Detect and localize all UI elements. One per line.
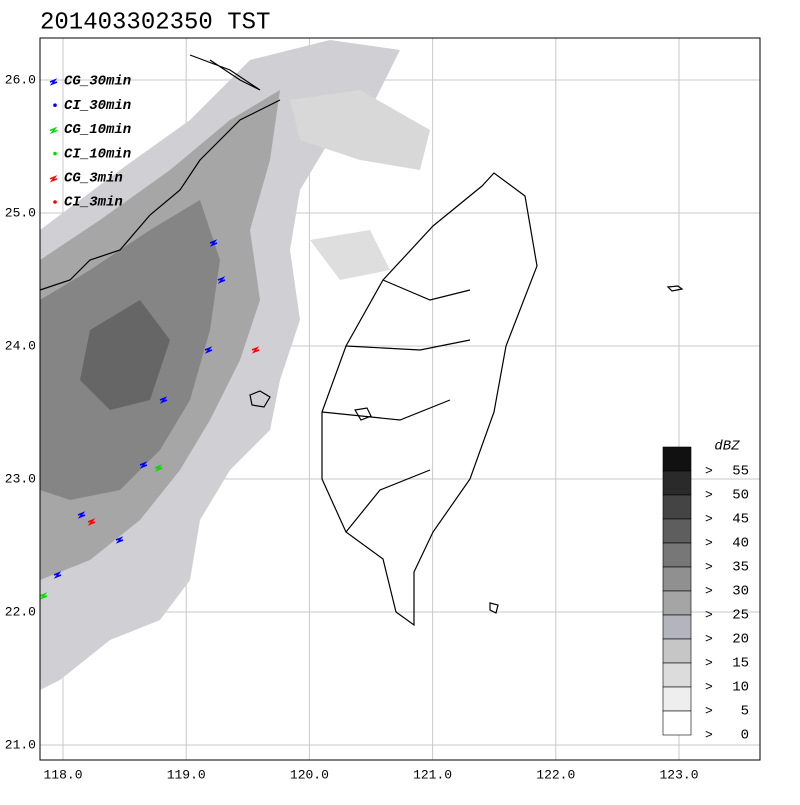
colorbar-box xyxy=(662,662,692,688)
echo-patch xyxy=(310,230,390,280)
colorbar-prefix: > xyxy=(705,727,713,742)
lat-tick-label: 25.0 xyxy=(5,205,36,220)
lat-tick-label: 26.0 xyxy=(5,72,36,87)
lon-tick-label: 121.0 xyxy=(413,767,452,782)
lon-tick-label: 118.0 xyxy=(43,767,82,782)
colorbar: dBZ> 55> 50> 45> 40> 35> 30> 25> 20> 15> 10> 5> 0 xyxy=(662,439,749,744)
legend-symbol xyxy=(53,103,57,107)
lon-tick-label: 119.0 xyxy=(167,767,206,782)
colorbar-label: 15 xyxy=(732,656,749,672)
coastlines xyxy=(39,54,684,627)
colorbar-prefix: > xyxy=(705,607,713,622)
colorbar-prefix: > xyxy=(705,655,713,670)
islands xyxy=(249,285,684,614)
legend-symbol xyxy=(49,175,58,183)
colorbar-box xyxy=(662,470,692,496)
lon-tick-label: 123.0 xyxy=(659,767,698,782)
colorbar-box xyxy=(662,494,692,520)
legend: CG_30min CI_30min CG_10min CI_10min CG_3min C… xyxy=(49,74,131,211)
china-coast xyxy=(189,54,261,91)
legend-label: CG_30min xyxy=(64,74,131,90)
colorbar-label: 45 xyxy=(732,512,749,528)
legend-symbol xyxy=(49,126,58,135)
colorbar-label: 20 xyxy=(732,632,749,648)
colorbar-label: 30 xyxy=(732,584,749,600)
colorbar-unit: dBZ xyxy=(714,439,740,455)
legend-label: CG_10min xyxy=(64,122,131,138)
colorbar-box xyxy=(662,518,692,544)
legend-label: CI_30min xyxy=(64,98,131,114)
colorbar-box xyxy=(662,710,692,736)
legend-symbol xyxy=(49,78,58,86)
colorbar-box xyxy=(662,614,692,640)
colorbar-prefix: > xyxy=(705,535,713,550)
colorbar-prefix: > xyxy=(705,463,713,478)
colorbar-label: 0 xyxy=(741,728,749,744)
lat-tick-label: 23.0 xyxy=(5,471,36,486)
colorbar-prefix: > xyxy=(705,631,713,646)
colorbar-label: 40 xyxy=(732,536,749,552)
colorbar-prefix: > xyxy=(705,487,713,502)
colorbar-label: 10 xyxy=(732,680,749,696)
echo-patch xyxy=(290,90,430,170)
cg-blue xyxy=(53,239,226,579)
colorbar-box xyxy=(662,542,692,568)
echo-core xyxy=(80,300,170,410)
legend-label: CG_3min xyxy=(64,171,123,187)
colorbar-label: 50 xyxy=(732,488,749,504)
frame xyxy=(39,37,761,761)
colorbar-box xyxy=(662,686,692,712)
radar-echo xyxy=(40,40,430,690)
county-borders xyxy=(321,279,471,533)
colorbar-box xyxy=(662,638,692,664)
taiwan xyxy=(321,172,538,627)
colorbar-box xyxy=(662,590,692,616)
lon-tick-label: 120.0 xyxy=(290,767,329,782)
cg-red xyxy=(87,346,260,526)
legend-label: CI_3min xyxy=(64,195,123,211)
lon-tick-label: 122.0 xyxy=(536,767,575,782)
colorbar-label: 55 xyxy=(732,464,749,480)
cg-green xyxy=(39,464,163,600)
lat-tick-label: 22.0 xyxy=(5,604,36,619)
lat-tick-label: 24.0 xyxy=(5,338,36,353)
colorbar-box xyxy=(662,446,692,472)
colorbar-prefix: > xyxy=(705,559,713,574)
legend-symbol xyxy=(53,200,57,204)
colorbar-prefix: > xyxy=(705,703,713,718)
colorbar-label: 25 xyxy=(732,608,749,624)
lightning xyxy=(39,239,260,600)
china-coast xyxy=(39,99,281,291)
legend-symbol xyxy=(53,151,57,156)
colorbar-label: 5 xyxy=(741,704,749,720)
colorbar-prefix: > xyxy=(705,511,713,526)
title: 201403302350 TST xyxy=(40,9,270,36)
legend-label: CI_10min xyxy=(64,146,131,162)
lat-tick-label: 21.0 xyxy=(5,737,36,752)
colorbar-prefix: > xyxy=(705,679,713,694)
colorbar-box xyxy=(662,566,692,592)
colorbar-prefix: > xyxy=(705,583,713,598)
colorbar-label: 35 xyxy=(732,560,749,576)
